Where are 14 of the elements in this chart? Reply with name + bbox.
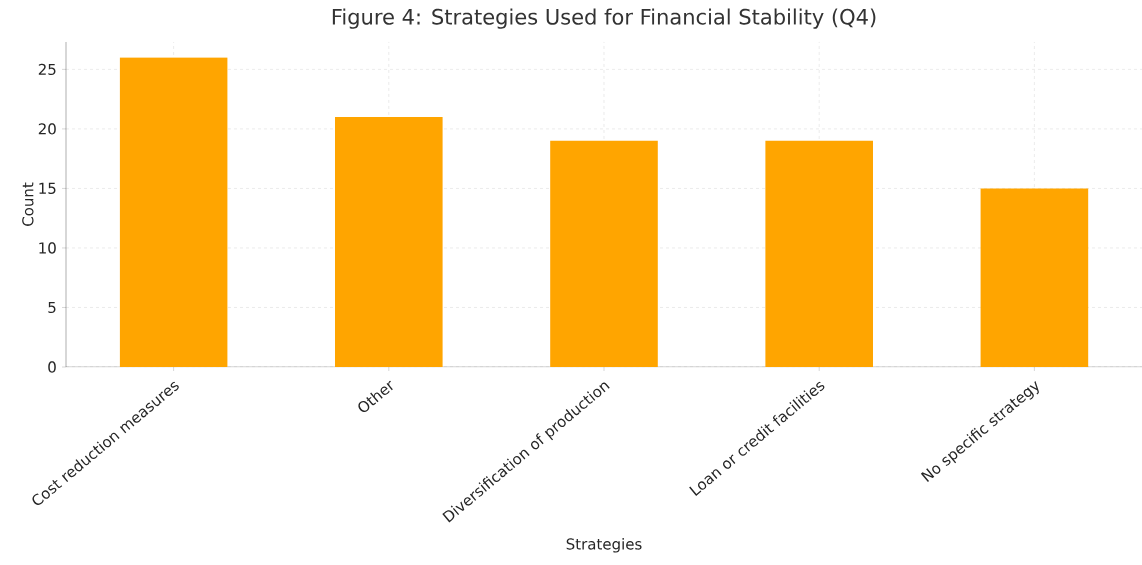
bar [550,140,658,367]
y-tick-label: 0 [48,361,56,373]
y-tick-label: 25 [38,63,56,76]
bar [119,57,228,367]
y-tick-label: 10 [39,242,56,254]
y-tick-label: 20 [38,123,56,135]
y-axis-title: Count [22,182,34,226]
y-tick-label: 15 [39,182,56,195]
bar [765,140,873,367]
bar [980,188,1089,367]
chart-title: Figure 4: Strategies Used for Financial Stability (Q4) [332,8,876,29]
x-axis-title: Strategies [566,538,642,553]
y-tick-label: 5 [48,301,56,314]
bar [335,117,443,367]
